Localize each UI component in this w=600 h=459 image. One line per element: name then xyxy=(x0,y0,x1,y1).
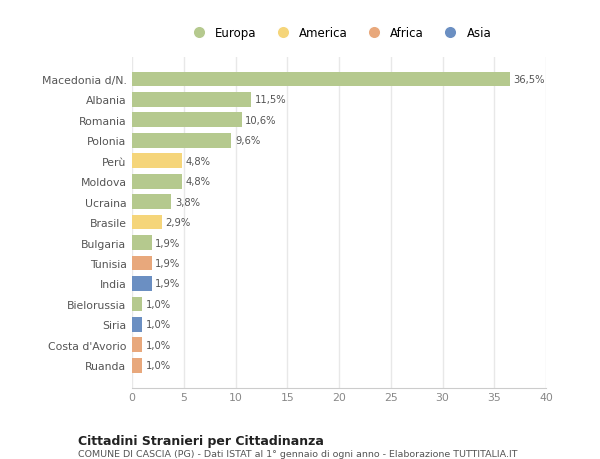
Text: 1,9%: 1,9% xyxy=(155,279,181,289)
Bar xyxy=(132,93,251,107)
Text: 4,8%: 4,8% xyxy=(185,157,211,166)
Bar xyxy=(132,215,162,230)
Text: 11,5%: 11,5% xyxy=(254,95,286,105)
Bar xyxy=(132,338,142,353)
Text: 1,0%: 1,0% xyxy=(146,319,171,330)
Legend: Europa, America, Africa, Asia: Europa, America, Africa, Asia xyxy=(183,23,495,44)
Bar xyxy=(132,154,182,169)
Text: 1,0%: 1,0% xyxy=(146,299,171,309)
Text: 1,9%: 1,9% xyxy=(155,258,181,269)
Text: 1,0%: 1,0% xyxy=(146,340,171,350)
Bar xyxy=(132,297,142,312)
Text: 2,9%: 2,9% xyxy=(166,218,191,228)
Text: 9,6%: 9,6% xyxy=(235,136,260,146)
Text: Cittadini Stranieri per Cittadinanza: Cittadini Stranieri per Cittadinanza xyxy=(78,434,324,447)
Text: COMUNE DI CASCIA (PG) - Dati ISTAT al 1° gennaio di ogni anno - Elaborazione TUT: COMUNE DI CASCIA (PG) - Dati ISTAT al 1°… xyxy=(78,449,517,458)
Text: 36,5%: 36,5% xyxy=(514,75,545,85)
Text: 3,8%: 3,8% xyxy=(175,197,200,207)
Bar xyxy=(132,73,510,87)
Bar xyxy=(132,358,142,373)
Bar xyxy=(132,235,152,250)
Bar xyxy=(132,113,242,128)
Bar xyxy=(132,195,172,210)
Text: 1,0%: 1,0% xyxy=(146,360,171,370)
Bar xyxy=(132,276,152,291)
Bar xyxy=(132,174,182,189)
Bar xyxy=(132,256,152,271)
Text: 1,9%: 1,9% xyxy=(155,238,181,248)
Bar xyxy=(132,134,232,148)
Text: 4,8%: 4,8% xyxy=(185,177,211,187)
Text: 10,6%: 10,6% xyxy=(245,116,277,126)
Bar xyxy=(132,317,142,332)
